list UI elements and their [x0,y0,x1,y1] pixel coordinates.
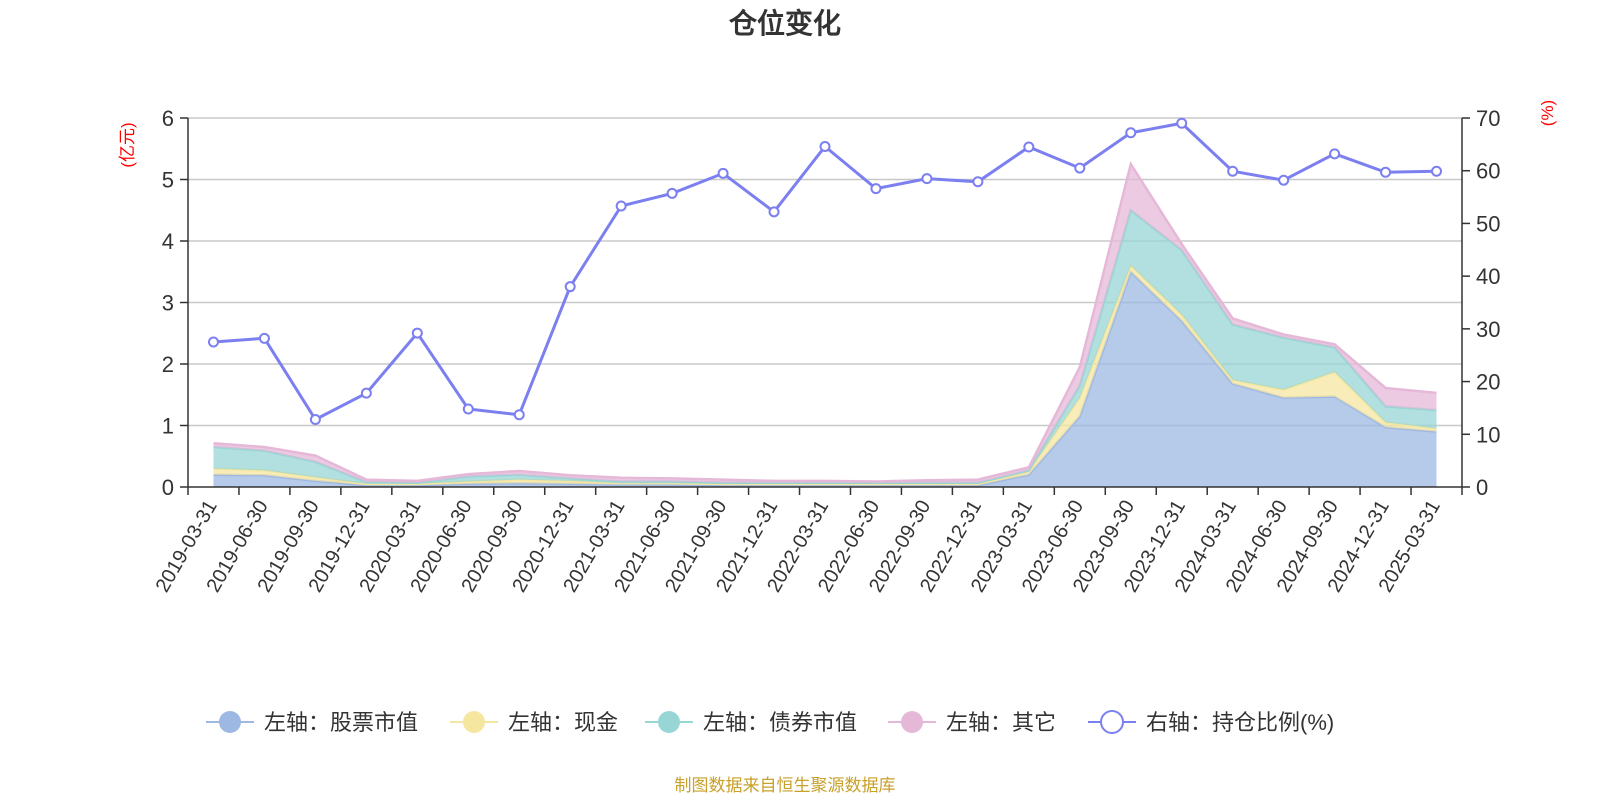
ratio-point [360,387,372,399]
left-tick-label: 3 [162,291,174,316]
ratio-point [1227,165,1239,177]
ratio-point [615,200,627,212]
ratio-point [717,167,729,179]
chart-title: 仓位变化 [729,7,841,39]
left-tick-label: 6 [162,106,174,131]
ratio-point [411,327,423,339]
ratio-point [1278,174,1290,186]
legend: 左轴：股票市值 左轴：现金 左轴：债券市值 左轴：其它 右轴：持仓比例(%) [206,710,1334,735]
left-tick-label: 5 [162,168,174,193]
legend-marker [463,711,485,733]
ratio-point [1329,148,1341,160]
data-source-note: 制图数据来自恒生聚源数据库 [675,776,896,795]
ratio-point [1125,127,1137,139]
ratio-line-layer [207,117,1443,426]
ratio-point [1431,165,1443,177]
ratio-point [768,206,780,218]
ratio-point [309,414,321,426]
right-axis-unit: (%) [1538,100,1557,126]
ratio-point [819,140,831,152]
legend-label: 左轴：现金 [508,710,618,735]
right-tick-label: 20 [1476,370,1500,395]
legend-marker [901,711,923,733]
right-tick-label: 0 [1476,475,1488,500]
area-左轴：股票市值 [213,271,1437,487]
ratio-point [207,336,219,348]
legend-marker [1100,710,1124,734]
area-edge-左轴：其它 [213,160,1437,483]
left-tick-label: 1 [162,414,174,439]
area-layers [213,160,1437,487]
legend-label: 左轴：股票市值 [264,710,418,735]
ratio-point [1176,117,1188,129]
right-tick-label: 30 [1476,317,1500,342]
left-axis-unit: (亿元) [118,122,137,167]
left-tick-label: 0 [162,475,174,500]
right-tick-label: 10 [1476,422,1500,447]
ratio-point [462,403,474,415]
right-tick-label: 60 [1476,159,1500,184]
left-tick-label: 4 [162,229,174,254]
ratio-point [870,183,882,195]
right-tick-label: 50 [1476,211,1500,236]
ratio-point [972,176,984,188]
legend-label: 左轴：债券市值 [703,710,857,735]
legend-marker [219,711,241,733]
ratio-point [1023,141,1035,153]
ratio-point [921,173,933,185]
legend-label: 右轴：持仓比例(%) [1146,710,1334,735]
ratio-point [666,187,678,199]
ratio-point [1074,162,1086,174]
ratio-point [564,281,576,293]
ratio-point [258,332,270,344]
legend-label: 左轴：其它 [946,710,1056,735]
ratio-point [513,409,525,421]
right-tick-label: 70 [1476,106,1500,131]
legend-marker [658,711,680,733]
right-tick-label: 40 [1476,264,1500,289]
left-tick-label: 2 [162,352,174,377]
ratio-point [1380,166,1392,178]
